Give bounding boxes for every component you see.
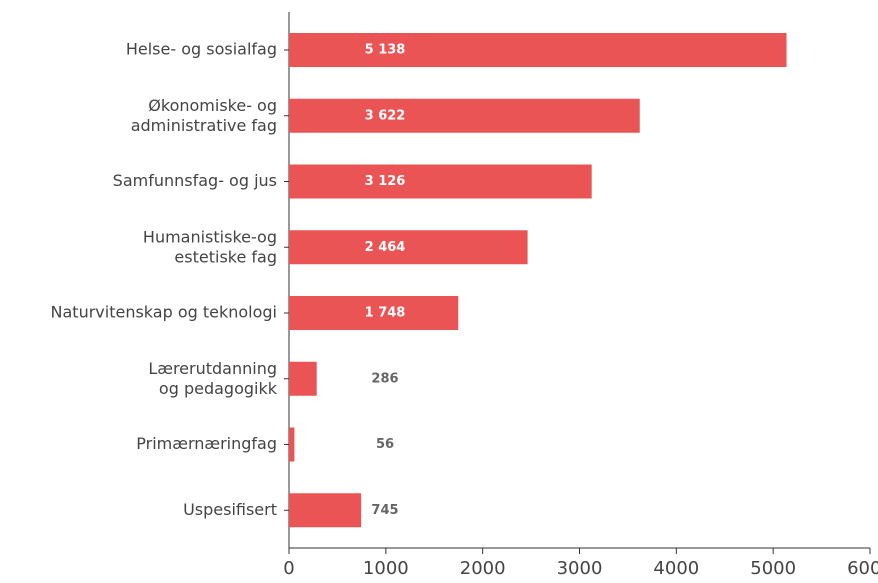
category-label: Samfunnsfag- og jus: [113, 171, 277, 190]
x-tick-label: 6000: [847, 558, 878, 579]
bar: [289, 33, 787, 67]
category-label: Uspesifisert: [183, 500, 277, 519]
value-label: 286: [371, 371, 398, 386]
category-label: Helse- og sosialfag: [126, 40, 277, 59]
bar: [289, 164, 592, 199]
value-label: 5 138: [365, 43, 406, 58]
bar: [289, 427, 295, 462]
category-label: Primærnæringfag: [136, 434, 277, 453]
category-label: Humanistiske-og estetiske fag: [143, 227, 277, 266]
category-label: Naturvitenskap og teknologi: [51, 303, 277, 322]
value-label: 745: [371, 503, 398, 518]
x-tick-label: 1000: [363, 558, 409, 579]
bar: [289, 493, 362, 528]
value-label: 2 464: [365, 240, 406, 255]
value-label: 56: [376, 437, 394, 452]
value-label: 1 748: [365, 306, 406, 321]
value-label: 3 126: [365, 174, 406, 189]
x-tick-label: 2000: [460, 558, 506, 579]
bar: [289, 98, 640, 133]
x-tick-label: 4000: [653, 558, 699, 579]
bar: [289, 296, 459, 330]
x-tick-label: 0: [283, 558, 294, 579]
bar: [289, 230, 528, 265]
x-tick-label: 5000: [750, 558, 796, 579]
bar: [289, 361, 317, 396]
x-tick-label: 3000: [557, 558, 603, 579]
category-label: Lærerutdanning og pedagogikk: [148, 358, 277, 397]
value-label: 3 622: [365, 108, 406, 123]
category-label: Økonomiske- og administrative fag: [131, 95, 277, 134]
